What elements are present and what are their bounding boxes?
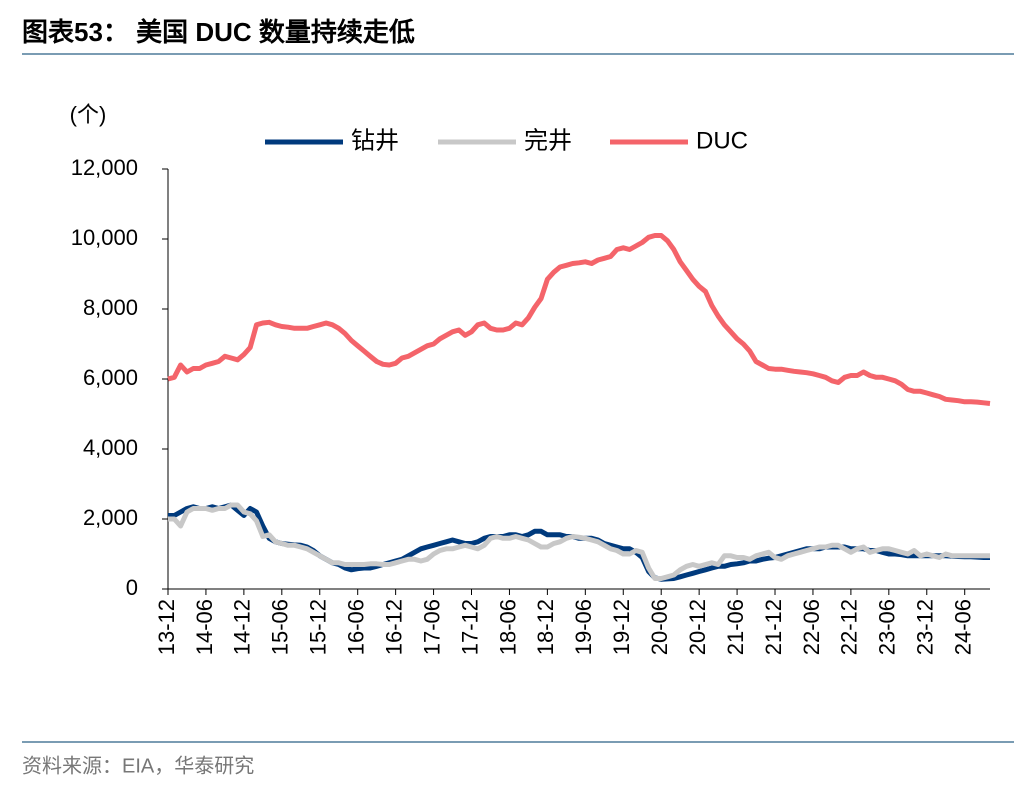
x-tick-label: 17-06 (419, 599, 444, 655)
x-tick-label: 16-06 (344, 599, 369, 655)
source: 资料来源：EIA，华泰研究 (22, 754, 254, 777)
y-tick-label: 8,000 (83, 295, 138, 320)
x-tick-label: 15-12 (306, 599, 331, 655)
x-tick-label: 14-12 (230, 599, 255, 655)
x-tick-label: 13-12 (154, 599, 179, 655)
y-tick-label: 2,000 (83, 505, 138, 530)
x-tick-label: 22-12 (837, 599, 862, 655)
x-tick-label: 18-12 (533, 599, 558, 655)
y-unit: (个) (70, 102, 107, 127)
x-tick-label: 23-06 (875, 599, 900, 655)
series-line (168, 502, 990, 582)
y-tick-label: 6,000 (83, 365, 138, 390)
x-tick-label: 20-06 (647, 599, 672, 655)
x-tick-label: 15-06 (268, 599, 293, 655)
x-tick-label: 18-06 (495, 599, 520, 655)
series-line (167, 233, 991, 406)
x-tick-label: 19-06 (571, 599, 596, 655)
y-tick-label: 10,000 (71, 225, 138, 250)
y-tick-label: 0 (126, 575, 138, 600)
x-tick-label: 16-12 (381, 599, 406, 655)
y-tick-label: 4,000 (83, 435, 138, 460)
legend-label: 钻井 (351, 127, 399, 154)
series-line (168, 502, 990, 581)
x-tick-label: 24-06 (951, 599, 976, 655)
x-tick-label: 17-12 (457, 599, 482, 655)
x-tick-label: 21-12 (761, 599, 786, 655)
x-tick-label: 19-12 (609, 599, 634, 655)
chart-title: 图表53： 美国 DUC 数量持续走低 (22, 17, 415, 47)
x-tick-label: 14-06 (192, 599, 217, 655)
x-tick-label: 21-06 (723, 599, 748, 655)
legend-label: DUC (696, 127, 748, 154)
legend-label: 完井 (524, 127, 572, 154)
y-tick-label: 12,000 (71, 155, 138, 180)
x-tick-label: 22-06 (799, 599, 824, 655)
x-tick-label: 20-12 (685, 599, 710, 655)
x-tick-label: 23-12 (913, 599, 938, 655)
